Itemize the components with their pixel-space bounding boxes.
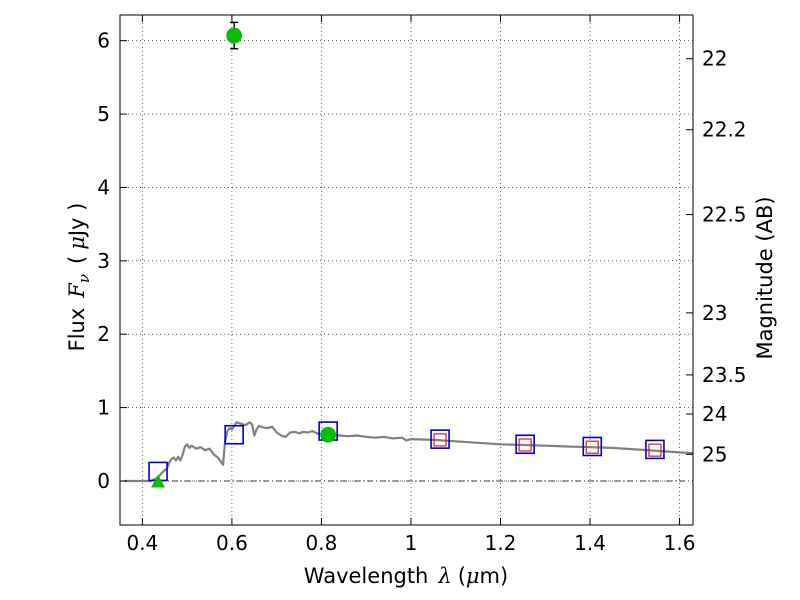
y-tick-label: 6 [97,29,110,53]
model-sed-line [124,421,694,483]
x-axis-label-open: ( [458,564,466,588]
y-tick-label: 3 [97,249,110,273]
x-tick-label: 1 [405,531,418,555]
y-axis-label: Flux Fν ( μJy ) [65,203,93,352]
y-tick-label: 4 [97,175,110,199]
y-axis-label-open: ( [65,256,89,264]
model-photometry-square [582,436,603,457]
upper-limit-triangle [151,474,166,488]
right-tick-label: 22.5 [702,203,747,227]
x-tick-label: 1.2 [485,531,517,555]
x-tick-label: 0.6 [216,531,248,555]
y-axis-label-subscript: ν [75,274,93,283]
x-axis-label-symbol: λ [437,564,451,588]
model-photometry-square [645,439,665,460]
y-tick-label: 0 [97,469,110,493]
photometry-red-square [585,440,599,454]
y-axis-label-unit: Jy ) [65,203,89,239]
model-photometry-square [430,429,450,449]
x-axis-label: Wavelength λ (μm) [304,564,508,588]
photometry-red-square [648,443,662,457]
x-tick-label: 0.8 [306,531,338,555]
x-tick-label: 1.4 [574,531,606,555]
model-photometry-square [515,434,535,455]
y-tick-label: 1 [97,396,110,420]
model-photometry-square [224,424,244,445]
y-axis-label-symbol: F [65,282,89,299]
right-tick-label: 22.2 [702,118,747,142]
observed-point [320,426,337,443]
axis-ticks [120,15,693,525]
photometry-red-square [518,438,532,452]
plot-series [124,21,694,488]
right-axis-label: Magnitude (AB) [753,196,777,359]
x-axis-label-mu: μ [466,564,480,588]
y-tick-label: 5 [97,102,110,126]
right-tick-label: 23 [702,301,727,325]
photometry-red-square [433,433,447,447]
right-tick-label: 22 [702,47,727,71]
observed-point [226,27,243,44]
plot-frame [119,14,694,526]
y-axis-label-text: Flux [65,308,89,352]
x-tick-label: 1.6 [664,531,696,555]
x-tick-label: 0.4 [126,531,158,555]
tick-labels: 0.4 0.6 0.8 1 1.2 1.4 1.601234562222.222.52323… [97,29,746,555]
right-tick-label: 23.5 [702,363,747,387]
right-tick-label: 24 [702,402,727,426]
x-axis-label-unit: m) [480,564,509,588]
right-tick-label: 25 [702,442,727,466]
y-axis-label-mu: μ [65,236,89,250]
x-axis-label-text: Wavelength [304,564,429,588]
y-tick-label: 2 [97,322,110,346]
